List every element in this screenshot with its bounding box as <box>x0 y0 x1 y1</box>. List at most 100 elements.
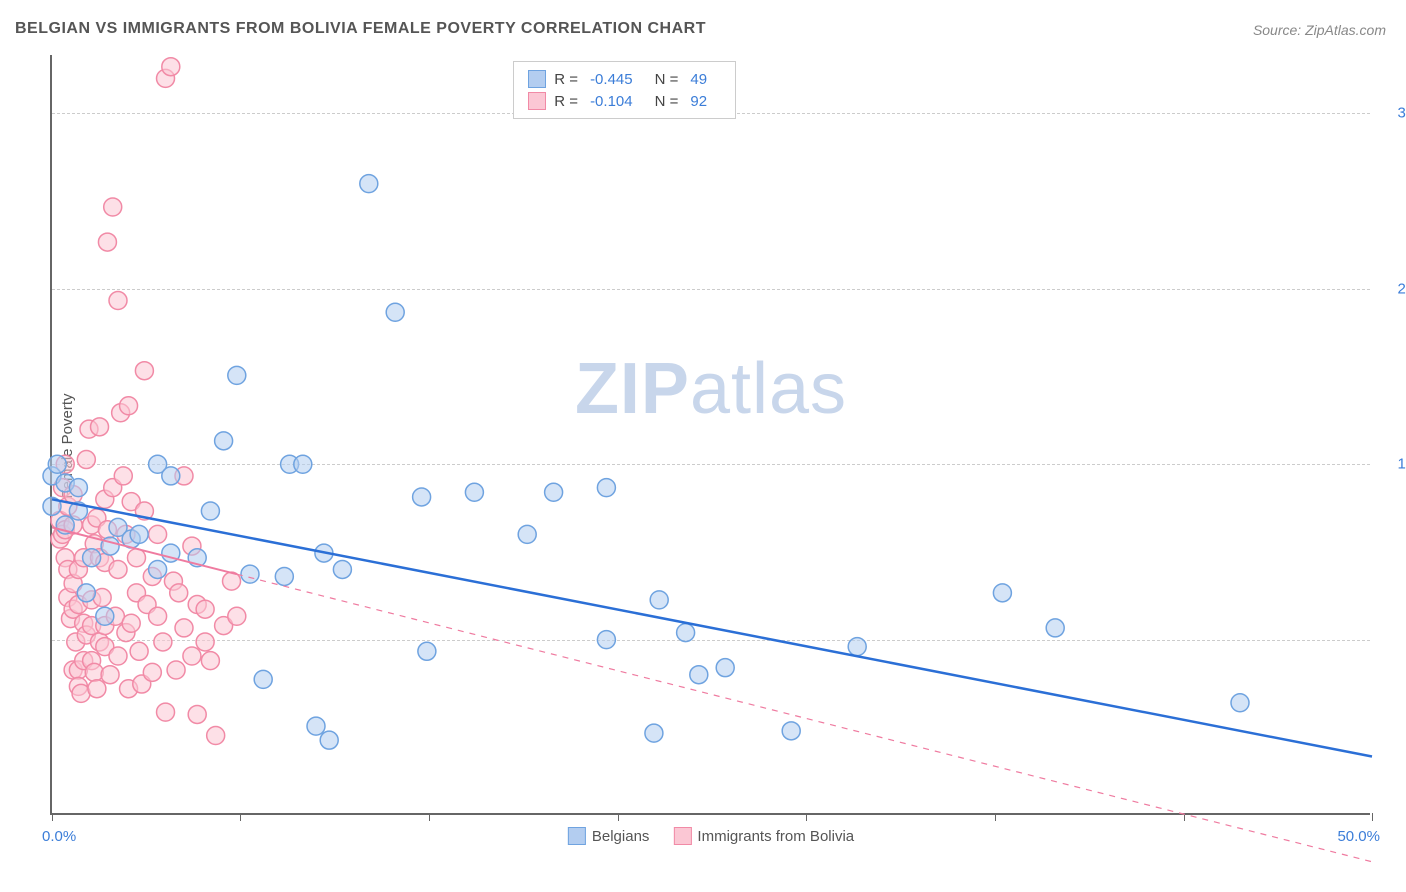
data-point <box>228 607 246 625</box>
data-point <box>294 455 312 473</box>
data-point <box>88 680 106 698</box>
data-point <box>690 666 708 684</box>
data-point <box>848 638 866 656</box>
y-tick-label: 15.0% <box>1380 456 1406 473</box>
legend-r-label: R = <box>554 71 578 88</box>
data-point <box>360 175 378 193</box>
data-point <box>201 652 219 670</box>
data-point <box>157 703 175 721</box>
data-point <box>275 567 293 585</box>
legend-top-row: R = -0.104 N = 92 <box>528 90 721 112</box>
data-point <box>109 560 127 578</box>
data-point <box>320 731 338 749</box>
legend-swatch <box>528 70 546 88</box>
data-point <box>418 642 436 660</box>
legend-swatch <box>673 827 691 845</box>
data-point <box>162 58 180 76</box>
x-tick <box>240 813 241 821</box>
x-tick <box>429 813 430 821</box>
data-point <box>518 525 536 543</box>
data-point <box>143 663 161 681</box>
data-point <box>120 397 138 415</box>
legend-bottom-item: Belgians <box>568 827 650 845</box>
data-point <box>677 624 695 642</box>
x-tick <box>806 813 807 821</box>
legend-n-label: N = <box>655 71 679 88</box>
data-point <box>122 614 140 632</box>
y-tick-label: 30.0% <box>1380 105 1406 122</box>
data-point <box>149 607 167 625</box>
legend-r-label: R = <box>554 93 578 110</box>
data-point <box>241 565 259 583</box>
data-point <box>130 525 148 543</box>
data-point <box>149 560 167 578</box>
data-point <box>48 455 66 473</box>
legend-bottom: Belgians Immigrants from Bolivia <box>568 827 854 845</box>
legend-series-label: Immigrants from Bolivia <box>697 828 854 845</box>
data-point <box>69 479 87 497</box>
data-point <box>85 663 103 681</box>
legend-r-value: -0.445 <box>590 71 633 88</box>
data-point <box>83 549 101 567</box>
data-point <box>1046 619 1064 637</box>
data-point <box>207 726 225 744</box>
x-tick <box>618 813 619 821</box>
data-point <box>167 661 185 679</box>
data-point <box>135 362 153 380</box>
scatter-svg <box>52 55 1370 813</box>
data-point <box>545 483 563 501</box>
legend-swatch <box>528 92 546 110</box>
data-point <box>127 549 145 567</box>
data-point <box>114 467 132 485</box>
data-point <box>465 483 483 501</box>
data-point <box>254 670 272 688</box>
trend-line <box>52 499 1372 756</box>
data-point <box>201 502 219 520</box>
data-point <box>130 642 148 660</box>
data-point <box>1231 694 1249 712</box>
legend-n-label: N = <box>655 93 679 110</box>
data-point <box>98 233 116 251</box>
legend-series-label: Belgians <box>592 828 650 845</box>
x-axis-max-label: 50.0% <box>1337 828 1380 845</box>
data-point <box>645 724 663 742</box>
data-point <box>307 717 325 735</box>
data-point <box>413 488 431 506</box>
data-point <box>91 418 109 436</box>
data-point <box>597 631 615 649</box>
data-point <box>183 647 201 665</box>
data-point <box>215 432 233 450</box>
legend-swatch <box>568 827 586 845</box>
plot-area: ZIPatlas 7.5%15.0%22.5%30.0% R =-0.445N … <box>50 55 1370 815</box>
x-axis-min-label: 0.0% <box>42 828 76 845</box>
data-point <box>196 600 214 618</box>
x-tick <box>995 813 996 821</box>
data-point <box>228 366 246 384</box>
data-point <box>597 479 615 497</box>
legend-top: R = -0.445 N = 49 R = -0.104 N = 92 <box>513 61 736 119</box>
data-point <box>333 560 351 578</box>
data-point <box>386 303 404 321</box>
data-point <box>154 633 172 651</box>
legend-n-value: 49 <box>690 71 707 88</box>
data-point <box>782 722 800 740</box>
data-point <box>77 584 95 602</box>
data-point <box>109 647 127 665</box>
trend-line-extrapolated <box>237 574 1372 862</box>
data-point <box>993 584 1011 602</box>
data-point <box>77 451 95 469</box>
data-point <box>188 705 206 723</box>
legend-r-value: -0.104 <box>590 93 633 110</box>
legend-top-row: R = -0.445 N = 49 <box>528 68 721 90</box>
y-tick-label: 7.5% <box>1380 631 1406 648</box>
y-tick-label: 22.5% <box>1380 280 1406 297</box>
data-point <box>650 591 668 609</box>
legend-n-value: 92 <box>690 93 707 110</box>
data-point <box>196 633 214 651</box>
chart-title: BELGIAN VS IMMIGRANTS FROM BOLIVIA FEMAL… <box>15 20 706 38</box>
chart-container: BELGIAN VS IMMIGRANTS FROM BOLIVIA FEMAL… <box>0 0 1406 892</box>
source-label: Source: ZipAtlas.com <box>1253 22 1386 38</box>
x-tick <box>52 813 53 821</box>
data-point <box>716 659 734 677</box>
data-point <box>149 525 167 543</box>
